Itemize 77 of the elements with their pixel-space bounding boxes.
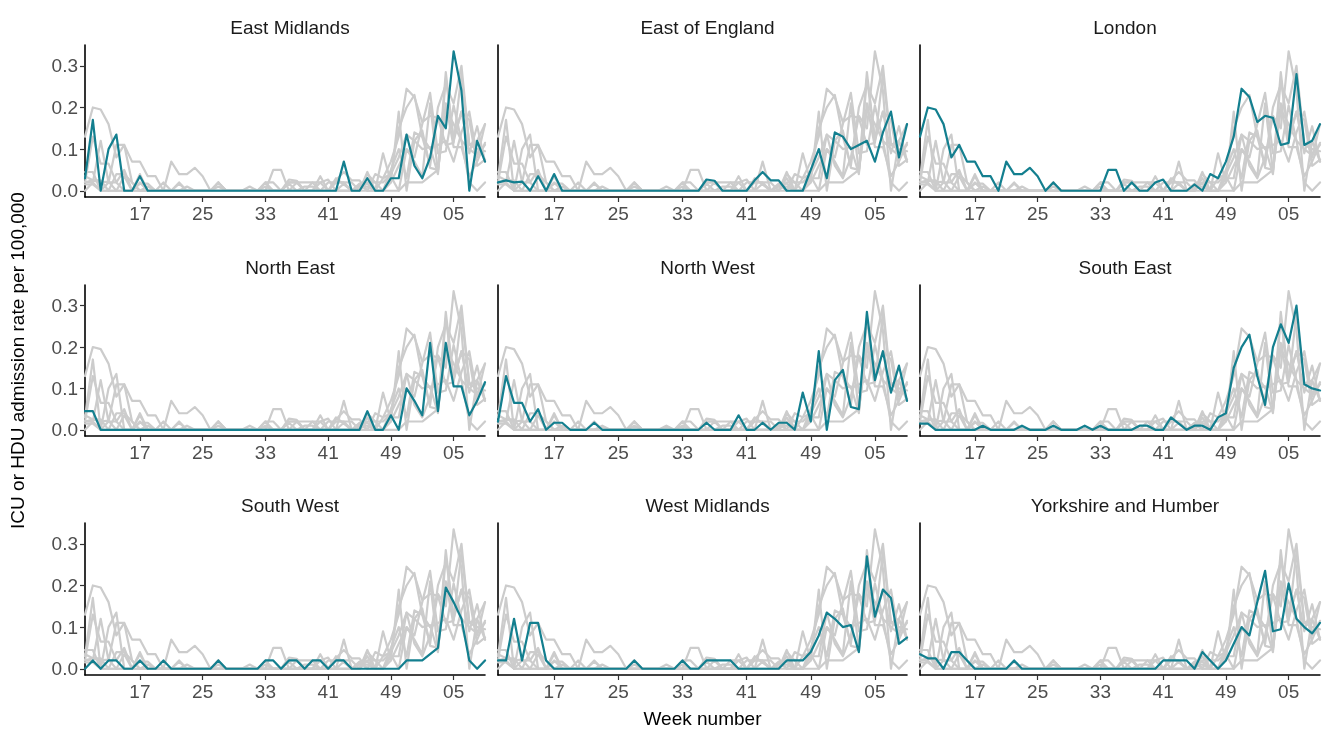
x-tick-label: 33	[1089, 203, 1111, 224]
x-tick-label: 05	[1278, 442, 1300, 463]
chart-title: West Midlands	[645, 495, 770, 516]
x-tick-label: 33	[1089, 681, 1111, 702]
chart-title: East of England	[640, 17, 775, 38]
x-tick-label: 41	[736, 203, 758, 224]
x-tick-label: 25	[1027, 203, 1049, 224]
x-tick-label: 17	[543, 203, 565, 224]
x-tick-label: 17	[964, 442, 986, 463]
x-tick-label: 25	[192, 442, 214, 463]
x-tick-label: 33	[671, 442, 694, 463]
x-tick-label: 25	[192, 681, 214, 702]
y-tick-label: 0.1	[51, 377, 78, 399]
x-tick-label: 17	[129, 681, 151, 702]
x-tick-label: 33	[254, 681, 276, 702]
x-tick-label: 41	[1152, 442, 1174, 463]
x-tick-label: 49	[800, 442, 822, 463]
x-tick-label: 05	[443, 203, 465, 224]
x-tick-label: 25	[1027, 681, 1049, 702]
x-tick-label: 49	[1215, 442, 1237, 463]
chart-title: London	[1093, 17, 1157, 38]
x-tick-label: 17	[964, 203, 986, 224]
x-tick-label: 25	[192, 203, 214, 224]
y-tick-label: 0.1	[51, 616, 78, 638]
y-tick-label: 0.1	[51, 138, 78, 160]
x-tick-label: 25	[607, 442, 629, 463]
y-axis-title: ICU or HDU admission rate per 100,000	[7, 192, 28, 529]
y-tick-label: 0.0	[51, 658, 78, 680]
x-tick-label: 49	[1215, 681, 1237, 702]
x-tick-label: 49	[800, 203, 822, 224]
x-tick-label: 49	[380, 203, 402, 224]
x-tick-label: 17	[964, 681, 986, 702]
x-tick-label: 05	[443, 681, 465, 702]
x-tick-label: 05	[1278, 203, 1300, 224]
x-tick-label: 05	[1278, 681, 1300, 702]
x-tick-label: 17	[129, 203, 151, 224]
x-tick-label: 25	[1027, 442, 1049, 463]
x-tick-label: 49	[380, 442, 402, 463]
chart-title: North West	[660, 257, 756, 278]
y-tick-label: 0.2	[51, 574, 78, 596]
x-tick-label: 49	[1215, 203, 1237, 224]
x-tick-label: 05	[443, 442, 465, 463]
y-tick-label: 0.2	[51, 96, 78, 118]
chart-title: South West	[241, 495, 340, 516]
x-tick-label: 41	[736, 442, 758, 463]
y-tick-label: 0.2	[51, 336, 78, 358]
chart-title: East Midlands	[230, 17, 350, 38]
y-tick-label: 0.0	[51, 419, 78, 441]
x-tick-label: 41	[736, 681, 758, 702]
x-tick-label: 33	[254, 442, 276, 463]
y-tick-label: 0.3	[51, 55, 78, 77]
chart-title: North East	[245, 257, 336, 278]
x-tick-label: 05	[864, 442, 886, 463]
x-tick-label: 41	[1152, 203, 1174, 224]
x-tick-label: 33	[254, 203, 276, 224]
x-tick-label: 33	[671, 203, 694, 224]
x-tick-label: 49	[800, 681, 822, 702]
x-tick-label: 41	[317, 203, 339, 224]
chart-title: Yorkshire and Humber	[1030, 495, 1220, 516]
x-tick-label: 17	[129, 442, 151, 463]
x-tick-label: 05	[864, 681, 886, 702]
x-tick-label: 25	[607, 203, 629, 224]
x-tick-label: 41	[317, 681, 339, 702]
x-tick-label: 05	[864, 203, 886, 224]
y-tick-label: 0.3	[51, 295, 78, 317]
x-tick-label: 17	[543, 442, 565, 463]
x-tick-label: 25	[607, 681, 629, 702]
y-tick-label: 0.0	[51, 180, 78, 202]
x-tick-label: 33	[1089, 442, 1111, 463]
chart-title: South East	[1078, 257, 1173, 278]
x-tick-label: 41	[317, 442, 339, 463]
x-tick-label: 17	[543, 681, 565, 702]
x-tick-label: 41	[1152, 681, 1174, 702]
x-axis-title: Week number	[643, 708, 763, 729]
y-tick-label: 0.3	[51, 533, 78, 555]
x-tick-label: 49	[380, 681, 402, 702]
x-tick-label: 33	[671, 681, 694, 702]
